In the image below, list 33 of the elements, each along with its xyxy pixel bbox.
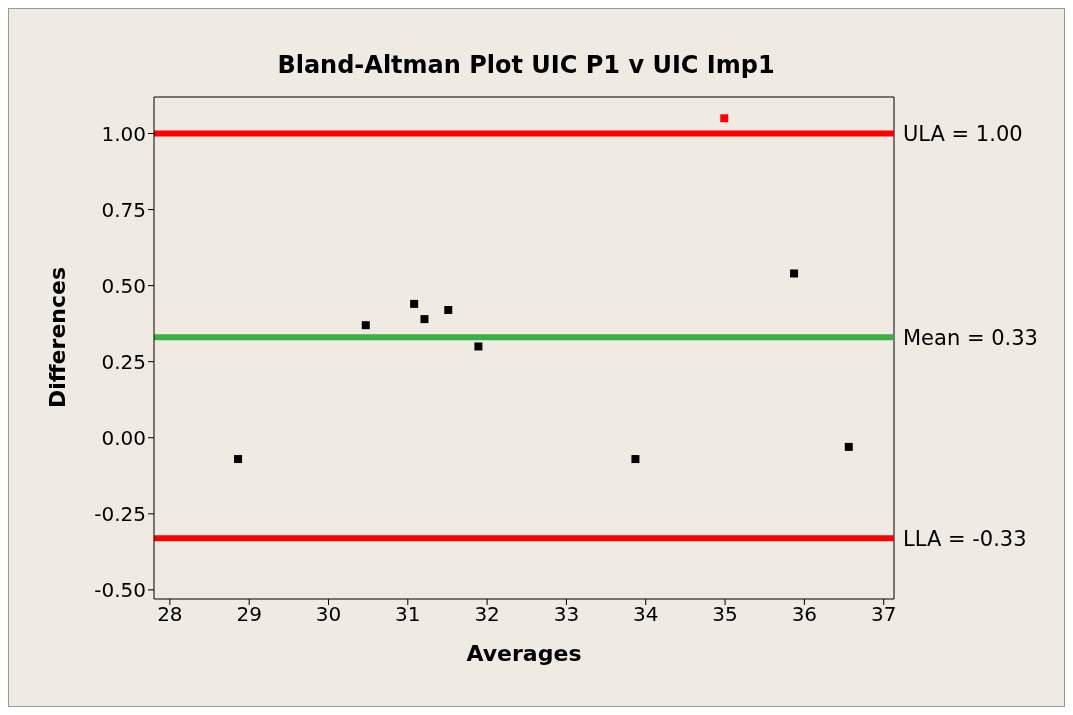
point — [444, 305, 453, 314]
point — [720, 114, 729, 123]
point — [234, 455, 243, 464]
x-tick-label: 33 — [553, 602, 580, 627]
point — [361, 321, 370, 330]
point — [474, 342, 483, 351]
x-tick-label: 34 — [633, 602, 659, 627]
y-tick-label: -0.25 — [94, 501, 146, 526]
x-tick-label: 37 — [870, 602, 897, 627]
x-tick-label: 31 — [395, 602, 421, 627]
y-tick-label: 0.75 — [101, 197, 146, 222]
y-tick-label: 1.00 — [101, 121, 146, 146]
ref-line-label: ULA = 1.00 — [903, 121, 1023, 146]
chart-title: Bland-Altman Plot UIC P1 v UIC Imp1 — [276, 51, 776, 79]
y-tick-label: -0.50 — [94, 577, 146, 602]
y-tick-label: 0.25 — [101, 349, 146, 374]
point — [420, 315, 429, 324]
ref-line-label: Mean = 0.33 — [903, 325, 1038, 350]
x-tick-label: 28 — [157, 602, 183, 627]
point — [844, 442, 853, 451]
x-tick-label: 36 — [791, 602, 818, 627]
ref-line-label: LLA = -0.33 — [903, 526, 1027, 551]
x-tick-label: 35 — [712, 602, 738, 627]
x-tick-label: 29 — [236, 602, 262, 627]
y-tick-label: 0.00 — [101, 425, 146, 450]
point — [631, 455, 640, 464]
point — [410, 299, 419, 308]
y-axis-title: Differences — [44, 266, 70, 408]
x-axis-title: Averages — [466, 641, 582, 666]
y-tick-label: 0.50 — [101, 273, 146, 298]
x-tick-label: 32 — [474, 602, 500, 627]
point — [790, 269, 799, 278]
x-tick-label: 30 — [315, 602, 342, 627]
